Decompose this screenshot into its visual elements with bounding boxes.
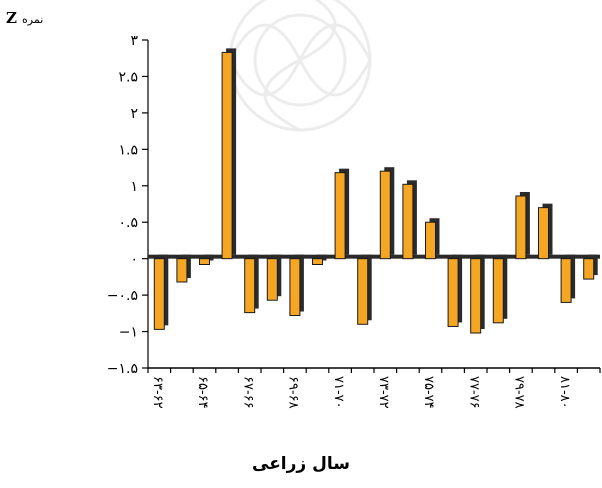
x-tick-label: ۷۵-۷۴ bbox=[421, 376, 436, 409]
bar bbox=[447, 258, 459, 327]
y-tick-label: ۳ bbox=[130, 33, 138, 49]
bar bbox=[379, 170, 391, 260]
bar bbox=[153, 258, 165, 330]
y-tick-label: −۱.۵ bbox=[107, 361, 138, 377]
y-tick-label: ۱ bbox=[130, 179, 138, 195]
y-axis-title-var: Z bbox=[6, 9, 17, 27]
x-tick-label: ۶۵-۶۴ bbox=[195, 376, 210, 409]
bar bbox=[334, 172, 346, 260]
zero-baseline bbox=[148, 254, 600, 259]
bar bbox=[244, 258, 256, 314]
y-tick-label: ۱.۵ bbox=[119, 142, 139, 158]
axes bbox=[142, 39, 601, 373]
y-tick-label: ۲ bbox=[130, 106, 138, 122]
watermark-ornament bbox=[228, 0, 372, 132]
y-tick-label: −۱ bbox=[119, 325, 138, 341]
bar-shadow bbox=[316, 254, 327, 261]
y-tick-labels: ۳ ۲.۵ ۲ ۱.۵ ۱ ۰.۵ ۰ −۰.۵ −۱ −۱.۵ bbox=[107, 33, 139, 377]
bar bbox=[583, 258, 595, 280]
bar bbox=[289, 258, 301, 317]
x-tick-label: ۶۳-۶۲ bbox=[150, 376, 165, 409]
bar bbox=[515, 195, 527, 260]
bar bbox=[402, 183, 414, 260]
y-tick-label: ۲.۵ bbox=[119, 69, 139, 85]
y-tick-label: ۰.۵ bbox=[119, 215, 139, 231]
bar bbox=[560, 258, 572, 303]
x-axis-title: سال زراعی bbox=[252, 454, 350, 474]
bar bbox=[221, 51, 233, 260]
bar bbox=[312, 258, 323, 265]
bar bbox=[538, 207, 549, 260]
bar bbox=[266, 258, 278, 301]
bar bbox=[470, 258, 482, 334]
bar-shadow bbox=[203, 254, 214, 261]
x-tick-label: ۸۱-۸۰ bbox=[557, 376, 572, 409]
bar bbox=[199, 258, 210, 265]
y-tick-label: −۰.۵ bbox=[107, 288, 138, 304]
x-tick-label: ۷۷-۷۶ bbox=[466, 376, 481, 409]
x-tick-label: ۷۹-۷۸ bbox=[512, 376, 527, 409]
x-tick-label: ۶۷-۶۶ bbox=[240, 376, 255, 409]
y-axis-title: نمره Z bbox=[6, 8, 43, 27]
bar bbox=[176, 258, 188, 283]
y-tick-label: ۰ bbox=[130, 252, 138, 268]
bar bbox=[425, 221, 436, 260]
bar bbox=[357, 258, 369, 325]
bar bbox=[492, 258, 504, 324]
x-tick-labels: ۶۳-۶۲ ۶۵-۶۴ ۶۷-۶۶ ۶۹-۶۸ ۷۱-۷۰ ۷۳-۷۲ ۷۵-۷۴ ۷۷-۷۶… bbox=[150, 376, 572, 409]
y-axis-title-word: نمره bbox=[22, 13, 44, 26]
bars bbox=[153, 48, 598, 334]
x-tick-label: ۶۹-۶۸ bbox=[286, 376, 301, 409]
x-tick-label: ۷۱-۷۰ bbox=[331, 376, 346, 409]
x-tick-label: ۷۳-۷۲ bbox=[376, 376, 391, 409]
